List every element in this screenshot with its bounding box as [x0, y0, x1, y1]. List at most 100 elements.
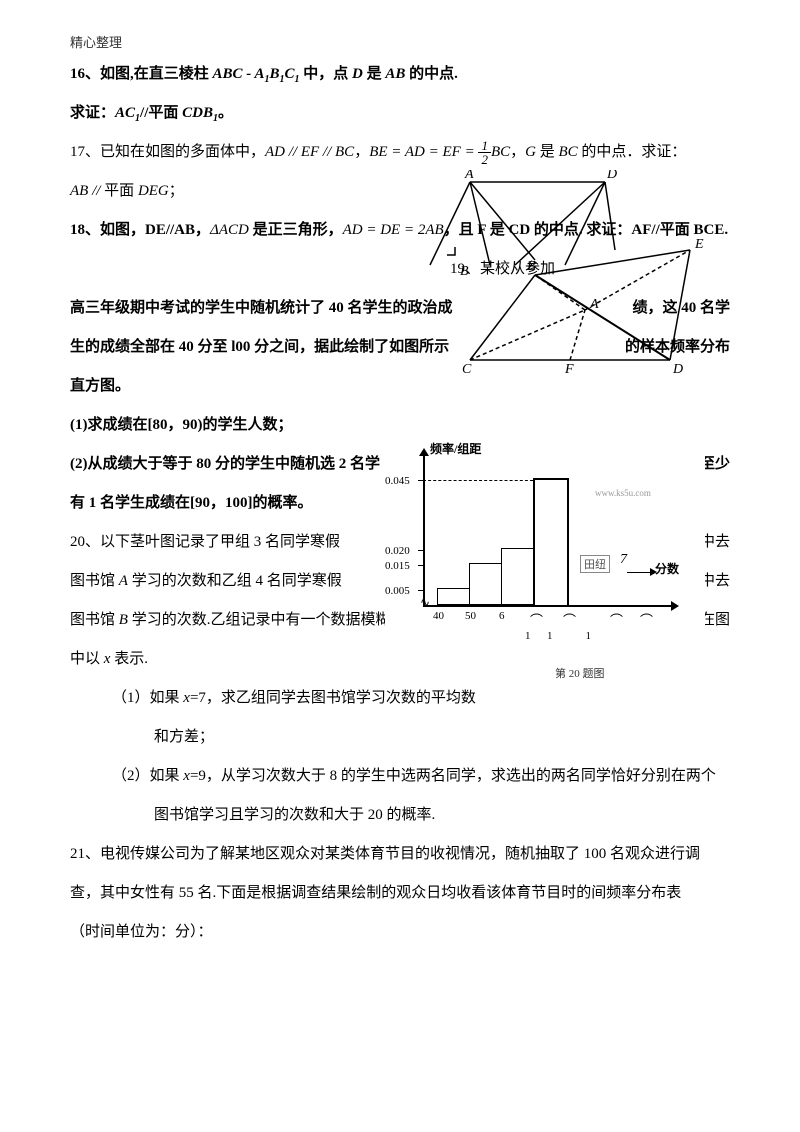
q16-l2a: 求证： — [70, 105, 115, 121]
xtick-6: 6 — [499, 610, 505, 622]
ytick-0015: 0.015 — [385, 560, 410, 572]
q17-l2b: 平面 — [104, 183, 138, 199]
q16-m2b: CDB — [182, 105, 213, 121]
xtick-50: 50 — [465, 610, 476, 622]
q20-p1c: 和方差； — [154, 729, 214, 745]
q16-l2b: //平面 — [140, 105, 182, 121]
label-F: F — [564, 362, 574, 377]
label-E: E — [694, 237, 704, 252]
label-D-top: D — [606, 170, 617, 182]
q17-m1: AD // EF // BC — [265, 144, 354, 160]
q19-p2c: 有 1 名学生成绩在[90，100]的概率。 — [70, 495, 313, 511]
ytick-mark-3 — [418, 565, 424, 566]
stem-7: 7 — [620, 552, 627, 568]
figure-caption: 第 20 题图 — [555, 665, 605, 681]
q16-math1: ABC - A — [213, 66, 265, 82]
q20-a: 20、以下茎叶图记录了甲组 3 名同学寒假 — [70, 534, 340, 550]
x-arrow-icon — [671, 601, 679, 611]
hist-ylabel: 频率/组距 — [430, 440, 481, 457]
bar-3 — [501, 548, 535, 605]
q20-p1a: （1）如果 — [112, 690, 183, 706]
guide-line — [423, 480, 533, 481]
q16-l2c: 。 — [218, 105, 233, 121]
q18-b: 是正三角形， — [249, 222, 343, 238]
q17-frac: 12 — [478, 139, 491, 166]
q17-den: 2 — [478, 153, 491, 166]
ytick-mark-4 — [418, 590, 424, 591]
q21-a: 21、电视传媒公司为了解某地区观众对某类体育节目的收视情况，随机抽取了 100 … — [70, 846, 700, 862]
q17-d: 是 — [536, 144, 559, 160]
xtick-arc2: ⌒ — [563, 610, 576, 629]
label-A2: A — [589, 297, 599, 312]
bar-2 — [469, 563, 503, 605]
q17-num: 1 — [478, 139, 491, 153]
q16-line1: 16、如图,在直三棱柱 ABC - A1B1C1 中，点 D 是 AB 的中点. — [70, 55, 730, 94]
xlabel-arrow-line — [627, 572, 652, 573]
bar-1 — [437, 588, 471, 605]
q16-D: D — [352, 66, 363, 82]
ytick-0020: 0.020 — [385, 545, 410, 557]
q20-b2: 学习的次数和乙组 4 名同学寒假 — [128, 573, 342, 589]
page-header: 精心整理 — [70, 32, 122, 51]
label-B: B — [527, 259, 536, 274]
q17-b: ， — [354, 144, 369, 160]
origin-break-icon: ∿ — [420, 595, 430, 610]
q17-e: 的中点．求证： — [578, 144, 687, 160]
q20-p1b: =7，求乙组同学去图书馆学习次数的平均数 — [190, 690, 476, 706]
q16-text-c: 是 — [363, 66, 386, 82]
q20-p1x: x — [183, 690, 190, 706]
y-arrow-icon — [419, 448, 429, 456]
q16-math1b: B — [269, 66, 279, 82]
stem-box: 田纽 — [580, 555, 610, 573]
xtick-40: 40 — [433, 610, 444, 622]
q17-l2a: AB // — [70, 183, 104, 199]
q20-mA: A — [119, 573, 128, 589]
q17-DEG: DEG — [138, 183, 169, 199]
q19-b: 高三年级期中考试的学生中随机统计了 40 名学生的政治成 — [70, 300, 453, 316]
q21-b: 查，其中女性有 55 名.下面是根据调查结果绘制的观众日均收看该体育节目时的间频… — [70, 885, 681, 901]
q20-d: 中以 — [70, 651, 104, 667]
q16-math1c: C — [285, 66, 295, 82]
q17-f: ； — [169, 183, 184, 199]
q16-AB: AB — [385, 66, 405, 82]
q21: 21、电视传媒公司为了解某地区观众对某类体育节目的收视情况，随机抽取了 100 … — [70, 835, 730, 952]
histogram-figure: 频率/组距 0.045 0.020 0.015 0.005 ∿ 40 50 6 … — [385, 440, 705, 650]
label-D: D — [672, 362, 683, 377]
q19-f: 直方图。 — [70, 378, 130, 394]
q20-p2a: （2）如果 — [112, 768, 183, 784]
y-axis — [423, 450, 425, 605]
ytick-0045: 0.045 — [385, 475, 410, 487]
q16-line2: 求证：AC1//平面 CDB1。 — [70, 94, 730, 133]
q18-m1: ΔACD — [210, 222, 249, 238]
q20-p2b: =9，从学习次数大于 8 的学生中选两名同学，求选出的两名同学恰好分别在两个 — [190, 768, 716, 784]
label-A: A — [464, 170, 474, 182]
xtick-arc4: ⌒ — [640, 610, 653, 629]
bar-4 — [533, 478, 569, 607]
xtick-arc1: ⌒ — [530, 610, 543, 629]
q17-G: G — [525, 144, 536, 160]
q19-p1: (1)求成绩在[80，90)的学生人数； — [70, 417, 292, 433]
q20-p2x: x — [183, 768, 190, 784]
q16-text: 16、如图,在直三棱柱 — [70, 66, 213, 82]
ytick-mark-2 — [418, 550, 424, 551]
q16-text-d: 的中点. — [405, 66, 458, 82]
q17-line1: 17、已知在如图的多面体中，AD // EF // BC，BE = AD = E… — [70, 133, 730, 172]
q21-c: （时间单位为：分）： — [70, 924, 213, 940]
q16-text-b: 中，点 — [300, 66, 353, 82]
q18-a: 18、如图，DE//AB， — [70, 222, 210, 238]
xlabel-arrow-icon — [650, 568, 657, 576]
q20-mB: B — [119, 612, 128, 628]
q20-b: 图书馆 — [70, 573, 119, 589]
stem-row: 1 1 1 — [525, 630, 591, 642]
q16-m2a: AC — [115, 105, 135, 121]
q17-m2b: BC — [491, 144, 510, 160]
q17-BC: BC — [559, 144, 578, 160]
q20-d2: 表示. — [110, 651, 148, 667]
geometry-figure: A D B B E C D F A — [415, 170, 725, 390]
hist-xlabel: 分数 — [655, 560, 679, 577]
ytick-0005: 0.005 — [385, 585, 410, 597]
q17-m2: BE = AD = EF = — [369, 144, 478, 160]
xtick-arc3: ⌒ — [610, 610, 623, 629]
label-B-small: B — [460, 264, 469, 279]
q20-c: 图书馆 — [70, 612, 119, 628]
